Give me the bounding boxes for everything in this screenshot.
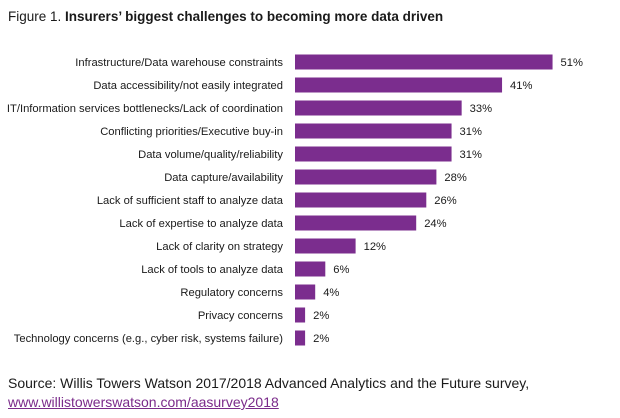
value-label: 4% <box>323 287 339 299</box>
category-label: Data accessibility/not easily integrated <box>93 80 283 92</box>
value-label: 41% <box>510 80 532 92</box>
bar <box>295 123 452 139</box>
category-label: Privacy concerns <box>198 310 284 322</box>
category-label: Infrastructure/Data warehouse constraint… <box>75 57 283 69</box>
bar <box>295 261 326 277</box>
category-label: Lack of tools to analyze data <box>141 264 284 276</box>
value-label: 28% <box>444 172 466 184</box>
value-label: 24% <box>424 218 446 230</box>
figure-title: Figure 1. Insurers’ biggest challenges t… <box>8 9 443 24</box>
bar <box>295 54 553 70</box>
bar <box>295 284 316 300</box>
value-label: 51% <box>561 57 583 69</box>
value-label: 26% <box>434 195 456 207</box>
value-label: 33% <box>470 103 492 115</box>
category-label: IT/Information services bottlenecks/Lack… <box>7 103 283 115</box>
figure-number: Figure 1. <box>8 9 62 24</box>
chart-title: Insurers’ biggest challenges to becoming… <box>65 9 444 24</box>
category-label: Data volume/quality/reliability <box>138 149 283 161</box>
bar <box>295 192 427 208</box>
category-label: Lack of clarity on strategy <box>156 241 283 253</box>
bar <box>295 330 306 346</box>
bar <box>295 100 462 116</box>
source-text: Source: Willis Towers Watson 2017/2018 A… <box>8 375 530 391</box>
source-note: Source: Willis Towers Watson 2017/2018 A… <box>8 374 529 412</box>
value-label: 6% <box>333 264 349 276</box>
category-label: Technology concerns (e.g., cyber risk, s… <box>14 333 283 345</box>
value-label: 12% <box>364 241 386 253</box>
category-label: Data capture/availability <box>164 172 283 184</box>
bar <box>295 77 503 93</box>
category-label: Lack of sufficient staff to analyze data <box>97 195 284 207</box>
bar-chart: Infrastructure/Data warehouse constraint… <box>7 54 583 346</box>
category-label: Conflicting priorities/Executive buy-in <box>100 126 283 138</box>
source-link[interactable]: www.willistowerswatson.com/aasurvey2018 <box>8 394 279 410</box>
value-label: 2% <box>313 310 329 322</box>
value-label: 31% <box>460 126 482 138</box>
category-label: Lack of expertise to analyze data <box>119 218 283 230</box>
bar <box>295 215 417 231</box>
category-label: Regulatory concerns <box>180 287 283 299</box>
value-label: 2% <box>313 333 329 345</box>
value-label: 31% <box>460 149 482 161</box>
bar <box>295 169 437 185</box>
bar <box>295 146 452 162</box>
bar <box>295 238 356 254</box>
bar <box>295 307 306 323</box>
